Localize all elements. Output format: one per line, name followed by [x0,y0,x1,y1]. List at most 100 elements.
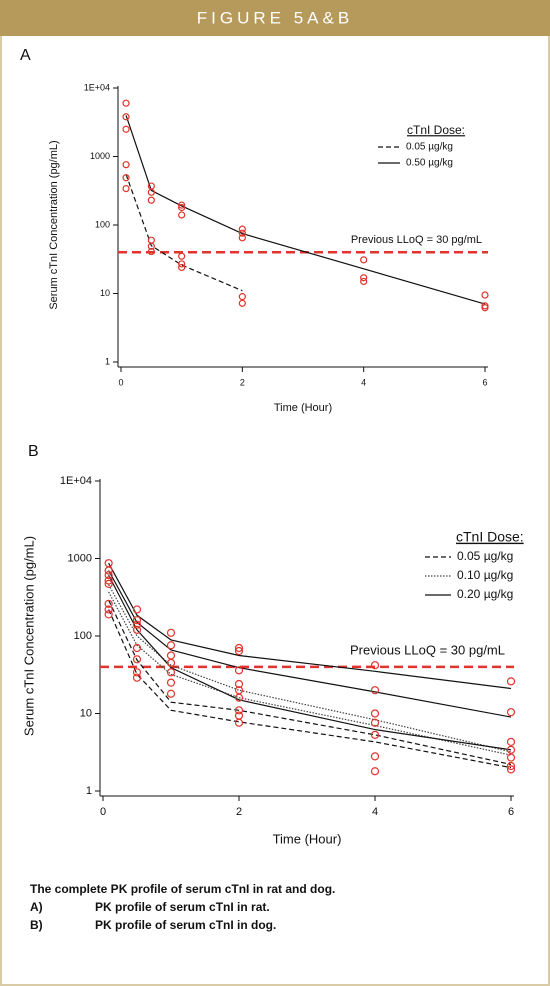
observation-point [166,689,176,698]
observation-point [104,576,113,585]
legend-label: 0.05 µg/kg [406,142,453,153]
observation-point [147,247,155,256]
observation-point [234,666,244,675]
observation-point [370,686,380,695]
series-line [108,599,512,766]
observation-point [178,201,186,209]
observation-point [104,610,113,619]
observation-point [360,274,368,282]
y-tick-label: 100 [95,219,110,229]
observation-point [238,234,246,242]
y-tick-label: 1000 [68,552,92,564]
x-tick-label: 0 [100,806,106,818]
threshold-label: Previous LLoQ = 30 pg/mL [350,642,505,657]
y-tick-label: 1E+04 [84,82,110,92]
y-tick-label: 100 [74,630,92,642]
observation-point [132,616,142,625]
observation-point [506,761,516,771]
y-tick-label: 10 [100,288,110,298]
x-tick-label: 0 [118,377,123,387]
observation-point [506,745,516,754]
series-line [125,115,486,305]
x-tick-label: 6 [508,806,514,818]
header-title: FIGURE 5A&B [197,8,353,27]
observation-point [132,625,142,634]
legend-label: 0.20 µg/kg [457,587,513,601]
observation-point [147,242,155,250]
panel-label: A [20,47,31,64]
observation-point [234,718,244,727]
x-tick-label: 6 [482,377,487,387]
legend-label: 0.50 µg/kg [406,158,453,169]
observation-point [506,765,516,774]
observation-point [506,677,516,686]
caption-label: A) [30,900,43,914]
observation-point [234,693,244,702]
observation-point [234,643,244,653]
observation-point [147,196,155,204]
observation-point [481,304,489,312]
observation-point [166,658,176,667]
y-tick-label: 10 [80,707,92,719]
observation-point [132,655,142,664]
observation-point [122,113,130,121]
legend-title: cTnI Dose: [456,529,524,545]
observation-point [132,643,142,653]
legend-label: 0.05 µg/kg [457,549,513,563]
observation-point [370,752,380,761]
y-tick-label: 1000 [90,151,110,161]
series-line [108,574,512,751]
observation-point [178,252,186,260]
observation-point [238,229,246,237]
observation-point [234,646,244,656]
series-line [108,562,512,690]
x-tick-label: 4 [372,806,378,818]
legend-label: 0.10 µg/kg [457,568,513,582]
observation-point [132,605,142,614]
observation-point [178,260,186,268]
observation-point [238,225,246,233]
y-axis-label: Serum cTnI Concentration (pg/mL) [48,140,60,309]
observation-point [178,203,186,212]
series-line [108,584,512,753]
observation-point [238,299,246,307]
y-tick-label: 1E+04 [60,475,92,487]
observation-point [122,174,130,182]
observation-point [360,277,368,286]
observation-point [132,620,142,629]
caption-label: B) [30,918,43,932]
y-tick-label: 1 [86,785,92,797]
series-line [108,570,512,718]
observation-point [178,263,186,272]
y-axis-label: Serum cTnI Concentration (pg/mL) [21,536,36,736]
observation-point [132,673,142,682]
legend-title: cTnI Dose: [407,123,465,137]
observation-point [506,708,516,717]
threshold-label: Previous LLoQ = 30 pg/mL [351,234,482,246]
panel-label: B [28,443,39,460]
observation-point [166,668,176,677]
observation-point [122,125,130,133]
observation-point [506,737,516,747]
observation-point [234,679,244,689]
observation-point [104,566,113,575]
caption-title: The complete PK profile of serum cTnI in… [30,882,335,896]
x-axis-label: Time (Hour) [274,402,332,414]
observation-point [481,291,489,299]
header-bar [0,0,550,36]
observation-point [506,753,516,762]
observation-point [122,99,130,107]
y-tick-label: 1 [105,356,110,366]
observation-point [370,718,380,727]
observation-point [122,184,130,193]
observation-point [104,599,113,608]
series-line [108,591,512,756]
observation-point [166,678,176,687]
x-axis-label: Time (Hour) [273,831,342,846]
observation-point [104,571,113,580]
series-line [108,609,512,769]
caption-text: PK profile of serum cTnI in rat. [95,900,270,914]
observation-point [147,188,155,196]
